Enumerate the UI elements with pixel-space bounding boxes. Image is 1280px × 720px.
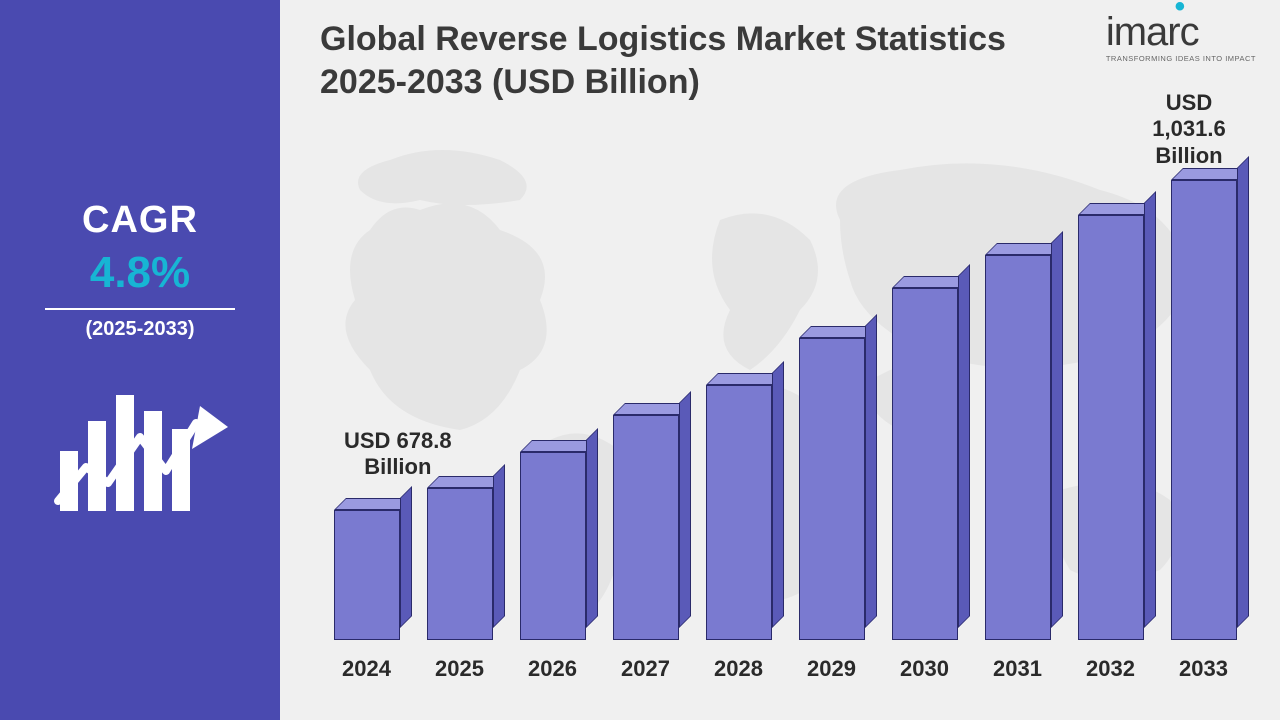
bar (892, 288, 958, 640)
x-axis-label: 2032 (1078, 656, 1144, 682)
bar (985, 255, 1051, 640)
bar (334, 510, 400, 640)
chart-main-area: Global Reverse Logistics Market Statisti… (280, 0, 1280, 720)
bar (1078, 215, 1144, 640)
bar (520, 452, 586, 640)
x-axis-label: 2030 (892, 656, 958, 682)
bar (706, 385, 772, 640)
bar-series (320, 125, 1250, 640)
brand-logo: imarc• TRANSFORMING IDEAS INTO IMPACT (1106, 12, 1256, 63)
chart-area: USD 678.8BillionUSD 1,031.6Billion 20242… (320, 120, 1250, 690)
x-axis-label: 2028 (706, 656, 772, 682)
cagr-divider (45, 308, 235, 310)
logo-word: imarc (1106, 10, 1199, 54)
x-axis-label: 2031 (985, 656, 1051, 682)
x-axis-label: 2027 (613, 656, 679, 682)
logo-text: imarc• (1106, 12, 1256, 52)
x-axis-label: 2025 (427, 656, 493, 682)
chart-title: Global Reverse Logistics Market Statisti… (320, 18, 1040, 103)
x-axis-labels: 2024 2025 2026 2027 2028 2029 2030 2031 2032 2033 (320, 656, 1250, 682)
cagr-sidebar: CAGR 4.8% (2025-2033) (0, 0, 280, 720)
x-axis-label: 2029 (799, 656, 865, 682)
cagr-label: CAGR (82, 199, 198, 242)
bar (799, 338, 865, 640)
bar (613, 415, 679, 640)
x-axis-label: 2033 (1171, 656, 1237, 682)
bar (1171, 180, 1237, 640)
bar (427, 488, 493, 640)
growth-chart-icon (50, 371, 230, 521)
cagr-period: (2025-2033) (86, 318, 195, 341)
x-axis-label: 2026 (520, 656, 586, 682)
cagr-value: 4.8% (90, 248, 190, 298)
logo-tagline: TRANSFORMING IDEAS INTO IMPACT (1106, 54, 1256, 63)
x-axis-label: 2024 (334, 656, 400, 682)
